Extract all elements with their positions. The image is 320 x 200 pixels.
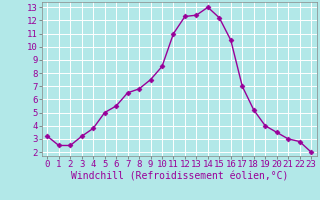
X-axis label: Windchill (Refroidissement éolien,°C): Windchill (Refroidissement éolien,°C) bbox=[70, 172, 288, 182]
